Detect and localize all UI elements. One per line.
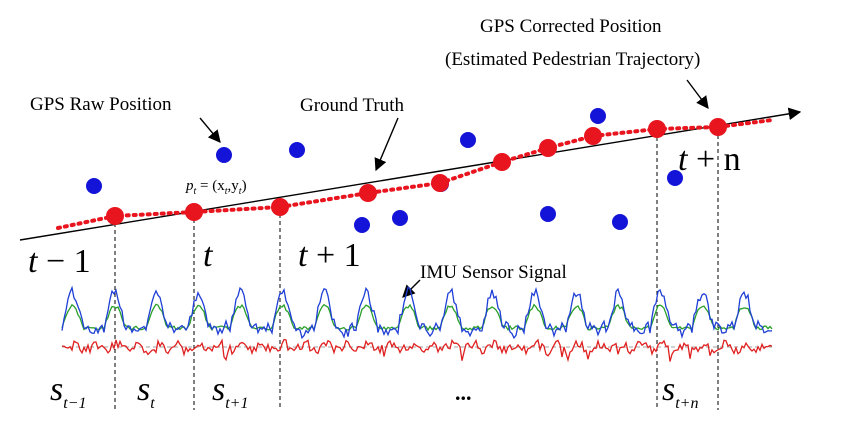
raw-gps-point <box>667 170 683 186</box>
corrected-gps-point <box>185 203 203 221</box>
corrected-gps-point <box>539 139 557 157</box>
corrected-gps-point <box>359 184 377 202</box>
ground-truth-line <box>19 107 802 241</box>
segment-main: s <box>137 371 150 408</box>
corrected-gps-point <box>106 207 124 225</box>
time-label-op: + 1 <box>307 237 360 274</box>
segment-main: s <box>50 371 63 408</box>
time-label-t-minus-1: t − 1 <box>28 243 91 280</box>
imu-signal-green <box>61 303 773 332</box>
gps-raw-label: GPS Raw Position <box>30 94 172 115</box>
time-label-main: t <box>298 237 309 274</box>
segment-sub: t+1 <box>225 395 248 412</box>
segment-label-s-t-minus-1: st−1 <box>50 371 86 412</box>
segment-label-s-t: st <box>137 371 155 412</box>
imu-signal-red <box>61 338 773 363</box>
pt-x-sub: t <box>225 186 228 197</box>
raw-gps-point <box>86 178 102 194</box>
raw-gps-point <box>590 108 606 124</box>
pt-y-sub: t <box>239 186 242 197</box>
time-label-t-plus-1: t + 1 <box>298 237 361 274</box>
ground-truth-label: Ground Truth <box>300 95 404 116</box>
segment-sub: t <box>150 395 155 412</box>
time-label-main: t <box>678 141 689 178</box>
time-label-op: − 1 <box>37 243 90 280</box>
raw-gps-point <box>540 206 556 222</box>
corrected-gps-point <box>709 118 727 136</box>
gps-corrected-label-line1: GPS Corrected Position <box>480 16 662 37</box>
pt-close: ) <box>242 178 247 194</box>
corrected-gps-point <box>493 153 511 171</box>
imu-signal-blue <box>61 285 773 340</box>
segment-main: s <box>212 371 225 408</box>
raw-gps-point <box>289 142 305 158</box>
gps-corrected-arrow <box>686 79 709 110</box>
time-label-t-plus-n: t + n <box>678 141 741 178</box>
corrected-gps-point <box>271 198 289 216</box>
gps-raw-arrow <box>199 117 221 143</box>
gps-corrected-label-line2: (Estimated Pedestrian Trajectory) <box>445 49 700 70</box>
raw-gps-point <box>392 210 408 226</box>
segment-label-s-t-plus-n: st+n <box>662 371 698 412</box>
time-label-op: + n <box>687 141 740 178</box>
pt-comma: ,y <box>228 178 240 194</box>
time-label-t: t <box>203 237 214 274</box>
pt-p: p <box>185 178 194 194</box>
raw-gps-point <box>612 214 628 230</box>
time-label-main: t <box>28 243 39 280</box>
pt-p-sub: t <box>194 186 197 197</box>
ellipsis-label: ... <box>455 380 472 405</box>
raw-gps-point <box>216 147 232 163</box>
raw-gps-point <box>354 217 370 233</box>
ground-truth-arrow <box>374 117 399 172</box>
time-label-main: t <box>203 237 214 274</box>
segment-label-s-t-plus-1: st+1 <box>212 371 248 412</box>
corrected-gps-point <box>584 127 602 145</box>
pt-formula: pt = (xt,yt) <box>185 178 247 197</box>
corrected-gps-point <box>431 174 449 192</box>
pt-eq: = (x <box>196 178 225 194</box>
corrected-gps-point <box>648 120 666 138</box>
segment-sub: t−1 <box>63 395 86 412</box>
imu-label: IMU Sensor Signal <box>420 262 567 283</box>
segment-main: s <box>662 371 675 408</box>
imu-signals <box>61 285 773 363</box>
raw-gps-point <box>460 132 476 148</box>
corrected-trajectory-line <box>56 118 774 230</box>
segment-sub: t+n <box>675 395 698 412</box>
corrected-gps-points <box>106 118 727 225</box>
